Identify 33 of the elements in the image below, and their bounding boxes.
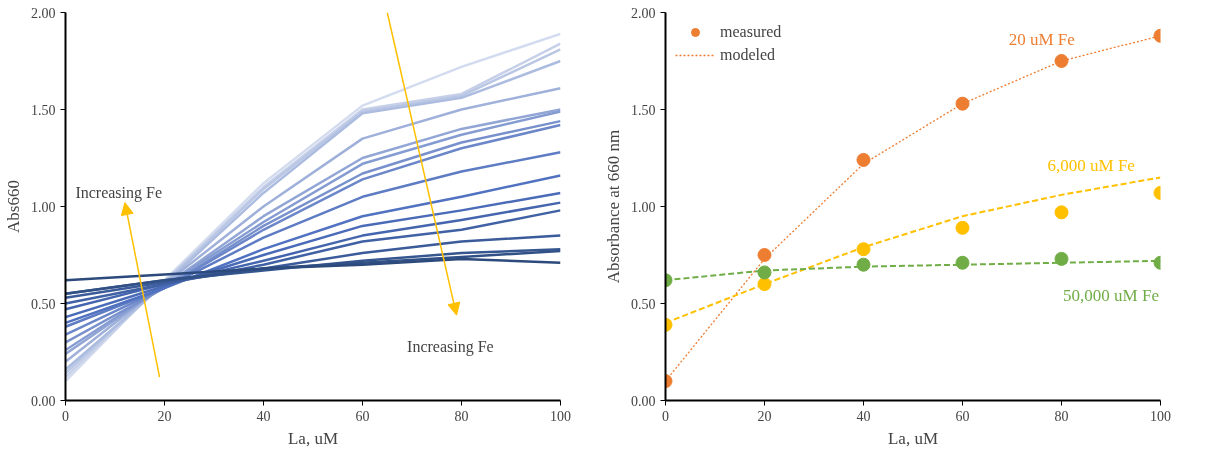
x-tick-label: 20	[757, 408, 772, 424]
x-tick-label: 60	[355, 408, 370, 424]
legend-label: measured	[720, 23, 782, 41]
y-tick-label: 0.00	[631, 393, 656, 409]
annotation: 50,000 uM Fe	[1063, 286, 1159, 306]
y-tick-label: 2.00	[631, 5, 656, 21]
x-axis-title: La, uM	[287, 428, 339, 448]
y-tick-label: 1.50	[631, 102, 656, 118]
annotation: 6,000 uM Fe	[1047, 156, 1135, 176]
x-tick-label: 80	[454, 408, 469, 424]
annotation: Increasing Fe	[75, 184, 163, 203]
x-tick-label: 20	[157, 408, 172, 424]
x-tick-label: 0	[662, 408, 669, 424]
y-axis-title: Abs660	[4, 180, 23, 233]
y-tick-label: 1.00	[31, 199, 56, 215]
y-tick-label: 0.50	[631, 296, 656, 312]
y-axis-title: Absorbance at 660 nm	[604, 129, 623, 284]
x-tick-label: 80	[1054, 408, 1069, 424]
x-tick-label: 40	[856, 408, 871, 424]
y-tick-label: 1.50	[31, 102, 56, 118]
x-tick-label: 100	[550, 408, 571, 424]
y-tick-label: 0.50	[31, 296, 56, 312]
x-tick-label: 40	[256, 408, 271, 424]
annotation: Increasing Fe	[407, 337, 494, 356]
x-axis-title: La, uM	[887, 428, 939, 448]
x-tick-label: 60	[955, 408, 970, 424]
y-tick-label: 0.00	[31, 393, 56, 409]
y-tick-label: 2.00	[31, 5, 56, 21]
x-tick-label: 100	[1150, 408, 1171, 424]
legend-label: modeled	[720, 46, 776, 64]
y-tick-label: 1.00	[631, 199, 656, 215]
x-tick-label: 0	[62, 408, 69, 424]
annotation: 20 uM Fe	[1008, 30, 1075, 50]
